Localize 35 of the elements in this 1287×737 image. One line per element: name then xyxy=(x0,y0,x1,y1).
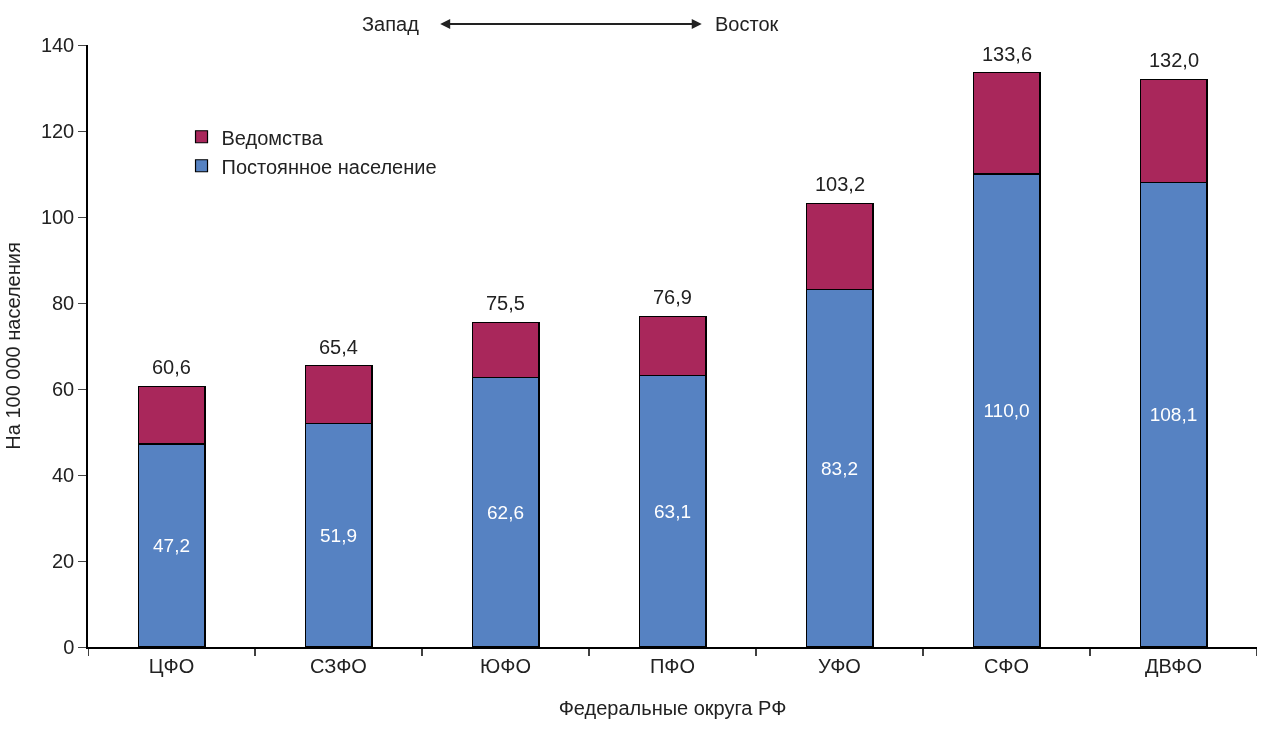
total-label: 133,6 xyxy=(982,43,1033,65)
data-label: 47,2 xyxy=(153,535,190,557)
y-tick-label: 80 xyxy=(52,292,75,314)
legend-label: Ведомства xyxy=(221,126,324,149)
x-tick-label: ЮФО xyxy=(480,654,531,677)
total-label: 132,0 xyxy=(1149,49,1200,71)
y-tick-label: 60 xyxy=(52,378,75,400)
y-axis-title: На 100 000 населения xyxy=(1,242,24,450)
data-label: 63,1 xyxy=(654,500,691,522)
y-tick-label: 120 xyxy=(40,120,75,142)
y-tick-label: 100 xyxy=(40,206,75,228)
data-label: 51,9 xyxy=(320,524,357,546)
x-tick-label: ДВФО xyxy=(1145,654,1202,677)
y-tick-label: 20 xyxy=(52,550,75,572)
total-label: 65,4 xyxy=(319,336,358,358)
x-tick-label: ПФО xyxy=(649,654,696,677)
total-label: 75,5 xyxy=(486,292,525,314)
data-label: 108,1 xyxy=(1149,404,1198,426)
y-tick-label: 140 xyxy=(40,34,75,56)
data-label: 110,0 xyxy=(983,400,1030,421)
data-label: 83,2 xyxy=(821,457,858,479)
data-label: 62,6 xyxy=(487,501,524,523)
total-label: 60,6 xyxy=(152,356,191,378)
x-tick-label: СФО xyxy=(983,654,1030,677)
x-tick-label: СЗФО xyxy=(310,654,367,677)
text: Запад xyxy=(362,13,420,35)
text: Восток xyxy=(715,13,779,35)
total-label: 76,9 xyxy=(653,286,692,308)
x-axis-title: Федеральные округа РФ xyxy=(558,696,787,719)
x-tick-label: УФО xyxy=(818,654,861,677)
legend-label: Постоянное население xyxy=(221,155,437,178)
x-tick-label: ЦФО xyxy=(148,654,195,677)
y-tick-label: 0 xyxy=(63,636,75,658)
y-tick-label: 40 xyxy=(52,464,75,486)
total-label: 103,2 xyxy=(815,173,866,195)
